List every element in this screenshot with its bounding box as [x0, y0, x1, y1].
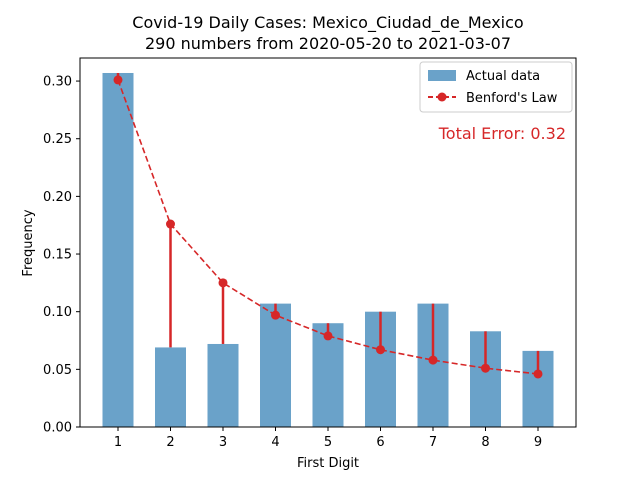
- legend-actual-swatch: [428, 70, 456, 81]
- x-tick-label: 5: [324, 435, 332, 450]
- benford-point-digit-6: [376, 345, 385, 355]
- legend-benford-marker: [437, 92, 447, 102]
- benford-point-digit-5: [323, 331, 333, 341]
- y-tick-label: 0.15: [43, 248, 72, 263]
- y-tick-label: 0.20: [43, 190, 72, 205]
- legend: Actual data Benford's Law: [419, 61, 573, 113]
- benford-point-digit-4: [271, 310, 280, 320]
- benford-point-digit-7: [428, 355, 438, 365]
- x-tick-label: 8: [481, 435, 489, 450]
- bar-digit-2: [155, 347, 186, 427]
- benford-point-digit-3: [218, 278, 228, 288]
- y-tick-label: 0.00: [43, 421, 72, 436]
- legend-actual-label: Actual data: [466, 69, 540, 84]
- benford-point-digit-8: [481, 363, 490, 373]
- x-tick-label: 7: [429, 435, 437, 450]
- y-tick-label: 0.30: [43, 75, 72, 90]
- y-tick-label: 0.10: [43, 305, 72, 320]
- x-tick-label: 6: [376, 435, 384, 450]
- x-axis-label: First Digit: [297, 456, 359, 471]
- y-tick-label: 0.05: [43, 363, 72, 378]
- y-axis-label: Frequency: [21, 209, 36, 276]
- bar-digit-1: [102, 72, 134, 427]
- x-tick-label: 3: [219, 435, 227, 450]
- benford-group: [113, 72, 543, 379]
- x-tick-label: 4: [271, 435, 279, 450]
- x-tick-label: 9: [534, 435, 542, 450]
- legend-benford-label: Benford's Law: [466, 91, 558, 106]
- bar-digit-5: [312, 323, 344, 427]
- x-tick-label: 2: [166, 435, 174, 450]
- bars-group: [102, 72, 554, 427]
- benford-point-digit-1: [113, 75, 123, 85]
- chart-title-line1: Covid-19 Daily Cases: Mexico_Ciudad_de_M…: [132, 13, 523, 33]
- bar-digit-4: [260, 303, 291, 427]
- total-error-annotation: Total Error: 0.32: [438, 124, 566, 143]
- chart-title-line2: 290 numbers from 2020-05-20 to 2021-03-0…: [145, 34, 511, 53]
- bar-digit-3: [207, 343, 239, 427]
- benford-point-digit-9: [533, 369, 543, 379]
- axes-group: 0.00 0.05 0.10 0.15 0.20 0.25 0.30 1 2 3 4 5 6 7 8 9: [43, 57, 577, 450]
- x-tick-label: 1: [114, 435, 122, 450]
- legend-box: [419, 61, 573, 113]
- benford-point-digit-2: [166, 219, 175, 229]
- y-tick-label: 0.25: [43, 132, 72, 147]
